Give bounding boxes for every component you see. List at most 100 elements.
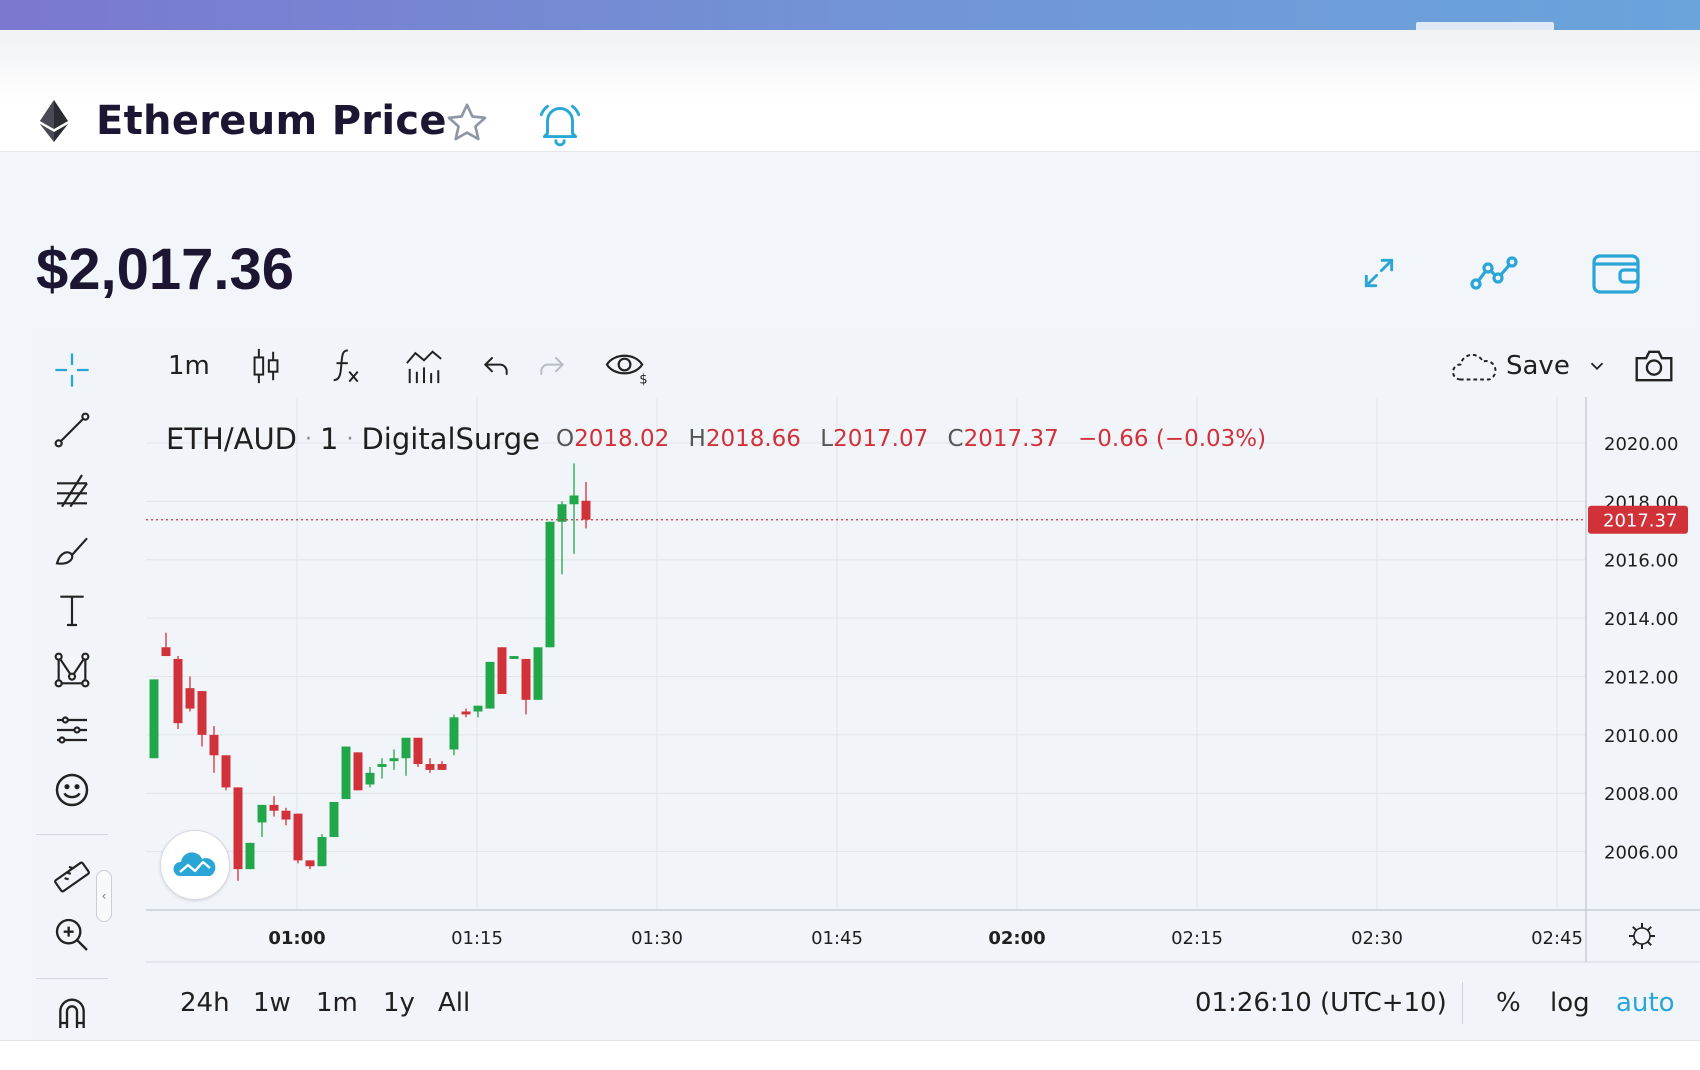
chart-logo-button[interactable] [160, 830, 230, 900]
candle-body [365, 772, 375, 785]
candle-body [437, 764, 447, 770]
candle-body [461, 711, 471, 715]
clock-label: 01:26:10 (UTC+10) [1195, 988, 1447, 1018]
candle-body [401, 737, 411, 759]
line-chart-icon[interactable] [1470, 252, 1522, 296]
x-tick-label: 02:00 [988, 928, 1045, 949]
y-tick-label: 2012.00 [1604, 667, 1678, 688]
y-tick-label: 2016.00 [1604, 551, 1678, 572]
candle-body [389, 758, 399, 762]
save-layout-button[interactable]: Save [1450, 338, 1570, 394]
legend-low-label: L [820, 426, 834, 452]
legend-open-label: O [555, 426, 575, 452]
pattern-icon[interactable] [36, 647, 108, 693]
candles-icon[interactable] [248, 338, 284, 394]
range-24h[interactable]: 24h [180, 975, 230, 1031]
legend-ohlc: O2018.02 H2018.66 L2017.07 C2017.37 −0.6… [556, 426, 1266, 452]
x-tick-label: 01:15 [451, 928, 503, 949]
fib-tools-icon[interactable] [36, 467, 108, 513]
last-price-label: 2017.37 [1603, 511, 1677, 532]
redo-icon[interactable] [536, 338, 568, 394]
chart-panel [36, 327, 1700, 1040]
x-tick-label: 01:00 [268, 928, 325, 949]
ruler-icon[interactable] [36, 854, 108, 900]
candle-body [533, 647, 543, 700]
undo-icon[interactable] [480, 338, 512, 394]
log-scale-toggle[interactable]: log [1550, 975, 1590, 1031]
time-zone-display[interactable]: 01:26:10 (UTC+10) [1195, 975, 1447, 1031]
brush-icon[interactable] [36, 527, 108, 573]
range-1y[interactable]: 1y [383, 975, 415, 1031]
range-all[interactable]: All [438, 975, 470, 1031]
wallet-icon[interactable] [1590, 252, 1642, 300]
y-tick-label: 2006.00 [1604, 843, 1678, 864]
x-tick-label: 01:30 [631, 928, 683, 949]
interval-button[interactable]: 1m [168, 338, 210, 394]
bell-icon[interactable] [535, 98, 585, 152]
bottom-divider [1462, 982, 1463, 1024]
legend-high: 2018.66 [705, 426, 801, 452]
x-tick-label: 01:45 [811, 928, 863, 949]
range-1w[interactable]: 1w [253, 975, 291, 1031]
candle-body [305, 860, 315, 867]
candle-body [413, 737, 423, 765]
candle-body [317, 837, 327, 867]
candle-body [197, 691, 207, 735]
legend-low: 2017.07 [833, 426, 929, 452]
candle-body [341, 746, 351, 800]
drawing-toolbar [36, 327, 146, 1040]
camera-icon[interactable] [1632, 338, 1676, 394]
emoji-icon[interactable] [36, 767, 108, 813]
star-icon[interactable] [444, 100, 490, 150]
current-price: $2,017.36 [36, 237, 295, 302]
range-label: All [438, 988, 471, 1018]
settings-gear-icon[interactable] [1629, 923, 1655, 949]
legend-close: 2017.37 [963, 426, 1059, 452]
collapse-toolbar-button[interactable]: ‹ [96, 870, 112, 922]
indicators-icon[interactable] [328, 338, 362, 394]
browser-top-band [0, 0, 1700, 30]
candle-body [569, 495, 579, 505]
percent-scale-toggle[interactable]: % [1496, 975, 1521, 1031]
interval-label: 1m [168, 351, 210, 381]
svg-text:$: $ [639, 373, 647, 386]
cloud-chart-logo-icon [173, 852, 216, 876]
candle-body [185, 688, 195, 709]
candle-body [257, 804, 267, 823]
candle-body [473, 705, 483, 712]
text-tool-icon[interactable] [36, 587, 108, 633]
legend-symbol: ETH/AUD [166, 422, 298, 456]
candle-body [449, 717, 459, 750]
chevron-down-icon[interactable] [1586, 338, 1608, 394]
expand-icon[interactable] [1360, 254, 1398, 296]
save-label: Save [1506, 351, 1570, 381]
auto-scale-toggle[interactable]: auto [1616, 975, 1675, 1031]
candle-body [281, 810, 291, 820]
y-tick-label: 2020.00 [1604, 434, 1678, 455]
candle-body [221, 755, 231, 788]
prediction-icon[interactable] [36, 707, 108, 753]
magnet-icon[interactable] [36, 990, 108, 1036]
candle-body [353, 752, 363, 791]
zoom-in-icon[interactable] [36, 912, 108, 958]
candle-body [521, 658, 531, 700]
trend-line-icon[interactable] [36, 407, 108, 453]
candle-body [485, 661, 495, 709]
toolbar-divider [36, 834, 108, 835]
compare-icon[interactable] [404, 338, 444, 394]
candle-body [245, 842, 255, 870]
candle-body [425, 764, 435, 770]
page-title: Ethereum Price [96, 98, 447, 144]
x-tick-label: 02:15 [1171, 928, 1223, 949]
range-1m[interactable]: 1m [316, 975, 358, 1031]
last-price-tag [1588, 505, 1688, 534]
candle-body [233, 787, 243, 870]
crosshair-icon[interactable] [36, 347, 108, 393]
x-tick-label: 02:45 [1531, 928, 1583, 949]
candle-body [329, 801, 339, 838]
auto-label: auto [1616, 988, 1675, 1018]
ethereum-icon [40, 100, 68, 146]
visibility-icon[interactable]: $ [604, 338, 648, 394]
candle-body [269, 804, 279, 811]
